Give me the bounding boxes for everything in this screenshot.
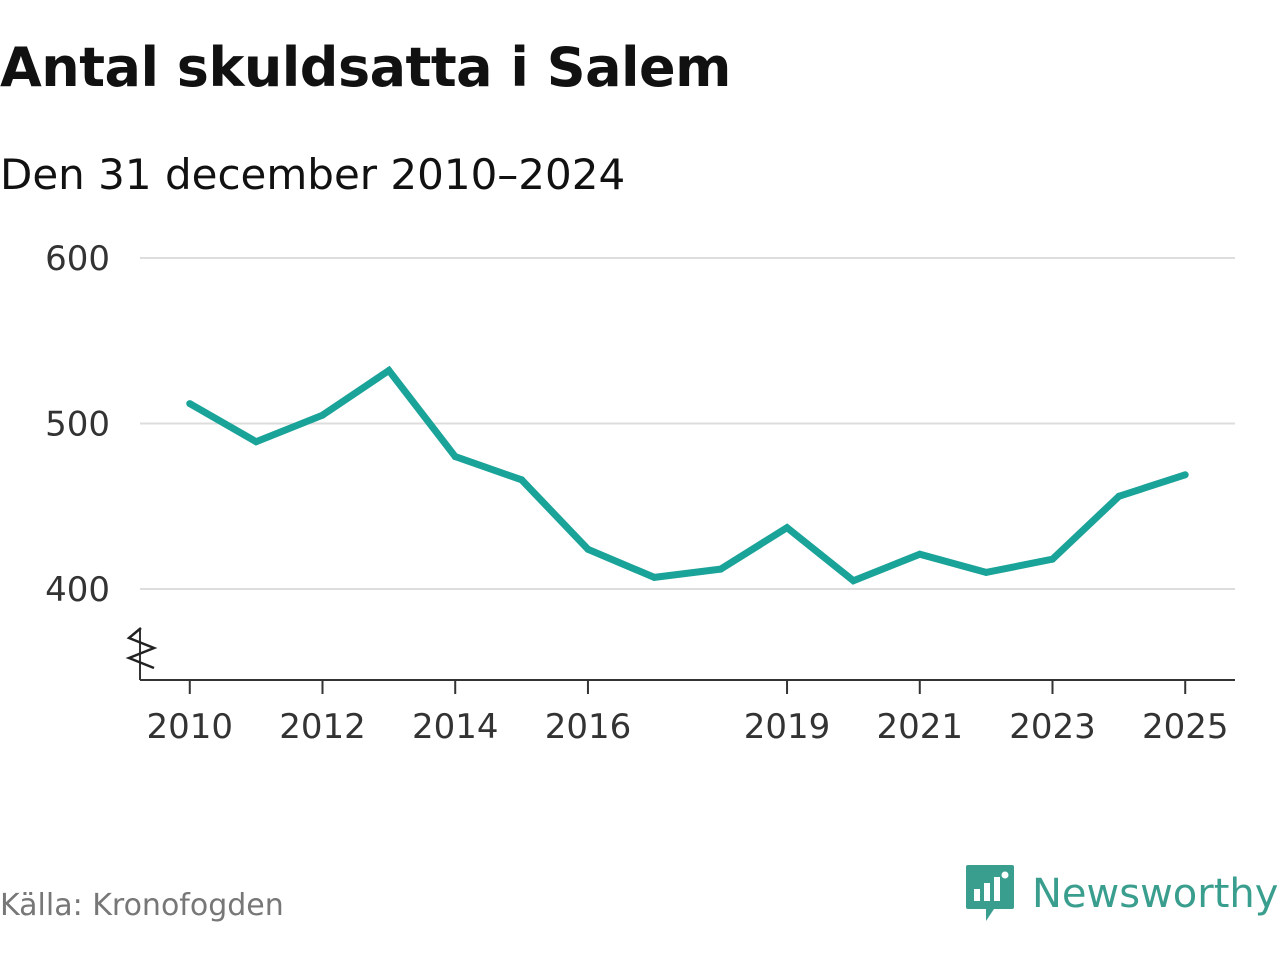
brand-logo[interactable]: Newsworthy (964, 862, 1278, 926)
x-tick-label: 2021 (877, 707, 964, 747)
data-point-2022 (982, 568, 990, 576)
axis-break-marker (125, 627, 158, 670)
brand-name: Newsworthy (1032, 871, 1279, 917)
x-tick-label: 2023 (1009, 707, 1096, 747)
newsworthy-logo-icon (966, 865, 1014, 921)
data-point-2013 (385, 367, 393, 375)
series-skuldsatta (186, 365, 1189, 585)
y-tick-label: 500 (45, 404, 110, 444)
x-tick-label: 2025 (1142, 707, 1229, 747)
data-point-2014 (451, 453, 459, 461)
chart-title: Antal skuldsatta i Salem (0, 36, 731, 99)
source-note: Källa: Kronofogden (0, 888, 284, 923)
y-tick-label: 400 (45, 570, 110, 610)
data-point-2015 (518, 476, 526, 484)
data-point-2021 (916, 550, 924, 558)
data-point-2020 (849, 577, 857, 585)
x-tick-label: 2016 (545, 707, 632, 747)
data-point-2010 (186, 400, 194, 408)
data-point-2017 (650, 573, 658, 581)
x-tick-label: 2014 (412, 707, 499, 747)
chart-subtitle: Den 31 december 2010–2024 (0, 150, 626, 199)
data-point-2025 (1181, 471, 1189, 479)
x-tick-label: 2010 (147, 707, 234, 747)
gridlines (140, 257, 1235, 590)
data-point-2019 (783, 524, 791, 532)
data-point-2012 (319, 411, 326, 419)
x-tick-label: 2019 (744, 707, 831, 747)
data-point-2018 (717, 565, 725, 573)
data-point-2023 (1049, 555, 1056, 563)
x-axis: 2010 2012 2014 2016 2019 2021 2023 2025 (140, 679, 1235, 747)
y-axis: 400 500 600 (45, 239, 158, 680)
series-line (188, 365, 1187, 585)
x-tick-label: 2012 (279, 707, 366, 747)
data-point-2011 (252, 438, 260, 446)
data-point-2016 (584, 545, 592, 553)
data-point-2024 (1115, 492, 1123, 500)
y-tick-label: 600 (45, 239, 110, 279)
